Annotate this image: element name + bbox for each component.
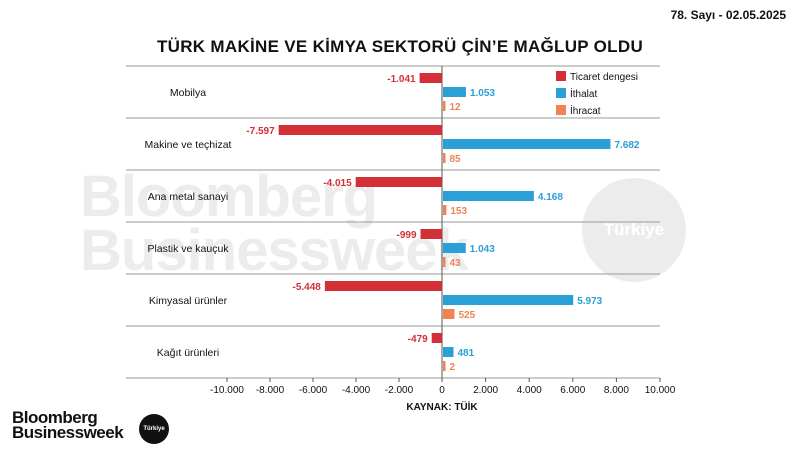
- x-axis-label: KAYNAK: TÜİK: [406, 400, 478, 413]
- category-label: Kimyasal ürünler: [149, 295, 228, 307]
- data-label: -7.597: [246, 126, 275, 137]
- data-label: 4.168: [538, 192, 563, 203]
- x-tick-label: -4.000: [342, 385, 371, 396]
- x-tick-label: 8.000: [604, 385, 629, 396]
- bar: [324, 281, 442, 291]
- bar: [443, 87, 466, 97]
- logo-line2: Businessweek: [12, 423, 124, 442]
- data-label: -479: [408, 334, 428, 345]
- data-label: 525: [458, 310, 475, 321]
- data-label: 481: [457, 348, 474, 359]
- data-label: 153: [450, 206, 467, 217]
- category-label: Ana metal sanayi: [148, 191, 229, 203]
- legend-label: Ticaret dengesi: [570, 72, 638, 83]
- bar: [443, 361, 446, 371]
- legend-label: İthalat: [570, 87, 597, 100]
- logo-line1: Bloomberg: [12, 408, 98, 427]
- brand-logo: Bloomberg Businessweek: [12, 408, 124, 442]
- data-label: -1.041: [387, 74, 416, 85]
- legend-label: İhracat: [570, 104, 601, 117]
- data-label: 7.682: [614, 140, 639, 151]
- data-label: -5.448: [293, 282, 322, 293]
- bar: [443, 347, 454, 357]
- category-label: Mobilya: [170, 87, 206, 99]
- bar: [443, 309, 455, 319]
- data-label: 1.043: [470, 244, 495, 255]
- data-label: 1.053: [470, 88, 495, 99]
- legend-swatch: [556, 105, 566, 115]
- watermark-badge: Türkiye: [582, 178, 686, 282]
- legend-swatch: [556, 71, 566, 81]
- category-label: Plastik ve kauçuk: [147, 243, 229, 255]
- x-tick-label: -10.000: [210, 385, 244, 396]
- bar: [443, 101, 446, 111]
- x-tick-label: -2.000: [385, 385, 414, 396]
- bar: [420, 229, 442, 239]
- x-tick-label: 4.000: [517, 385, 542, 396]
- bar: [443, 191, 534, 201]
- data-label: 12: [450, 102, 462, 113]
- legend-swatch: [556, 88, 566, 98]
- bar: [443, 243, 466, 253]
- data-label: 85: [450, 154, 462, 165]
- bar: [443, 295, 574, 305]
- data-label: 2: [450, 362, 456, 373]
- logo-badge: Türkiye: [139, 414, 169, 444]
- bar: [278, 125, 442, 135]
- chart-title: TÜRK MAKİNE VE KİMYA SEKTORÜ ÇİN’E MAĞLU…: [156, 37, 644, 56]
- watermark-line1: Bloomberg: [80, 164, 378, 229]
- x-tick-label: 6.000: [560, 385, 585, 396]
- x-tick-label: 2.000: [473, 385, 498, 396]
- data-label: 43: [450, 258, 462, 269]
- data-label: -999: [397, 230, 417, 241]
- watermark-text: Bloomberg Businessweek: [80, 164, 469, 283]
- x-tick-label: -8.000: [256, 385, 285, 396]
- bar: [443, 153, 446, 163]
- category-label: Makine ve teçhizat: [145, 139, 232, 151]
- bar: [443, 257, 446, 267]
- bar: [443, 139, 611, 149]
- bar: [419, 73, 442, 83]
- x-tick-label: -6.000: [299, 385, 328, 396]
- bar: [443, 205, 447, 215]
- issue-date: 78. Sayı - 02.05.2025: [670, 8, 786, 22]
- watermark-line2: Businessweek: [80, 218, 469, 283]
- x-tick-label: 10.000: [645, 385, 676, 396]
- data-label: -4.015: [323, 178, 352, 189]
- bar: [355, 177, 442, 187]
- x-tick-label: 0: [439, 385, 445, 396]
- data-label: 5.973: [577, 296, 602, 307]
- category-label: Kağıt ürünleri: [157, 347, 219, 359]
- bar: [431, 333, 442, 343]
